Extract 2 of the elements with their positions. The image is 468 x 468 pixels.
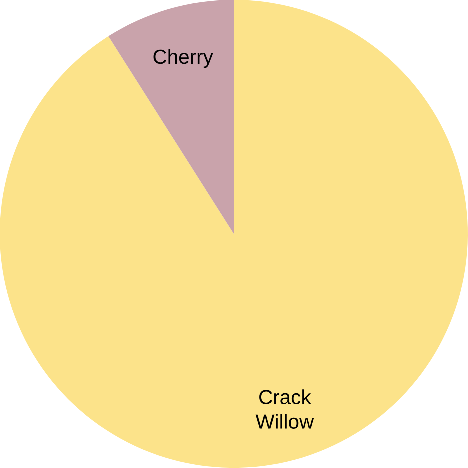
slice-label: Cherry [154, 49, 214, 68]
slice-label: Crack Willow [256, 390, 314, 429]
